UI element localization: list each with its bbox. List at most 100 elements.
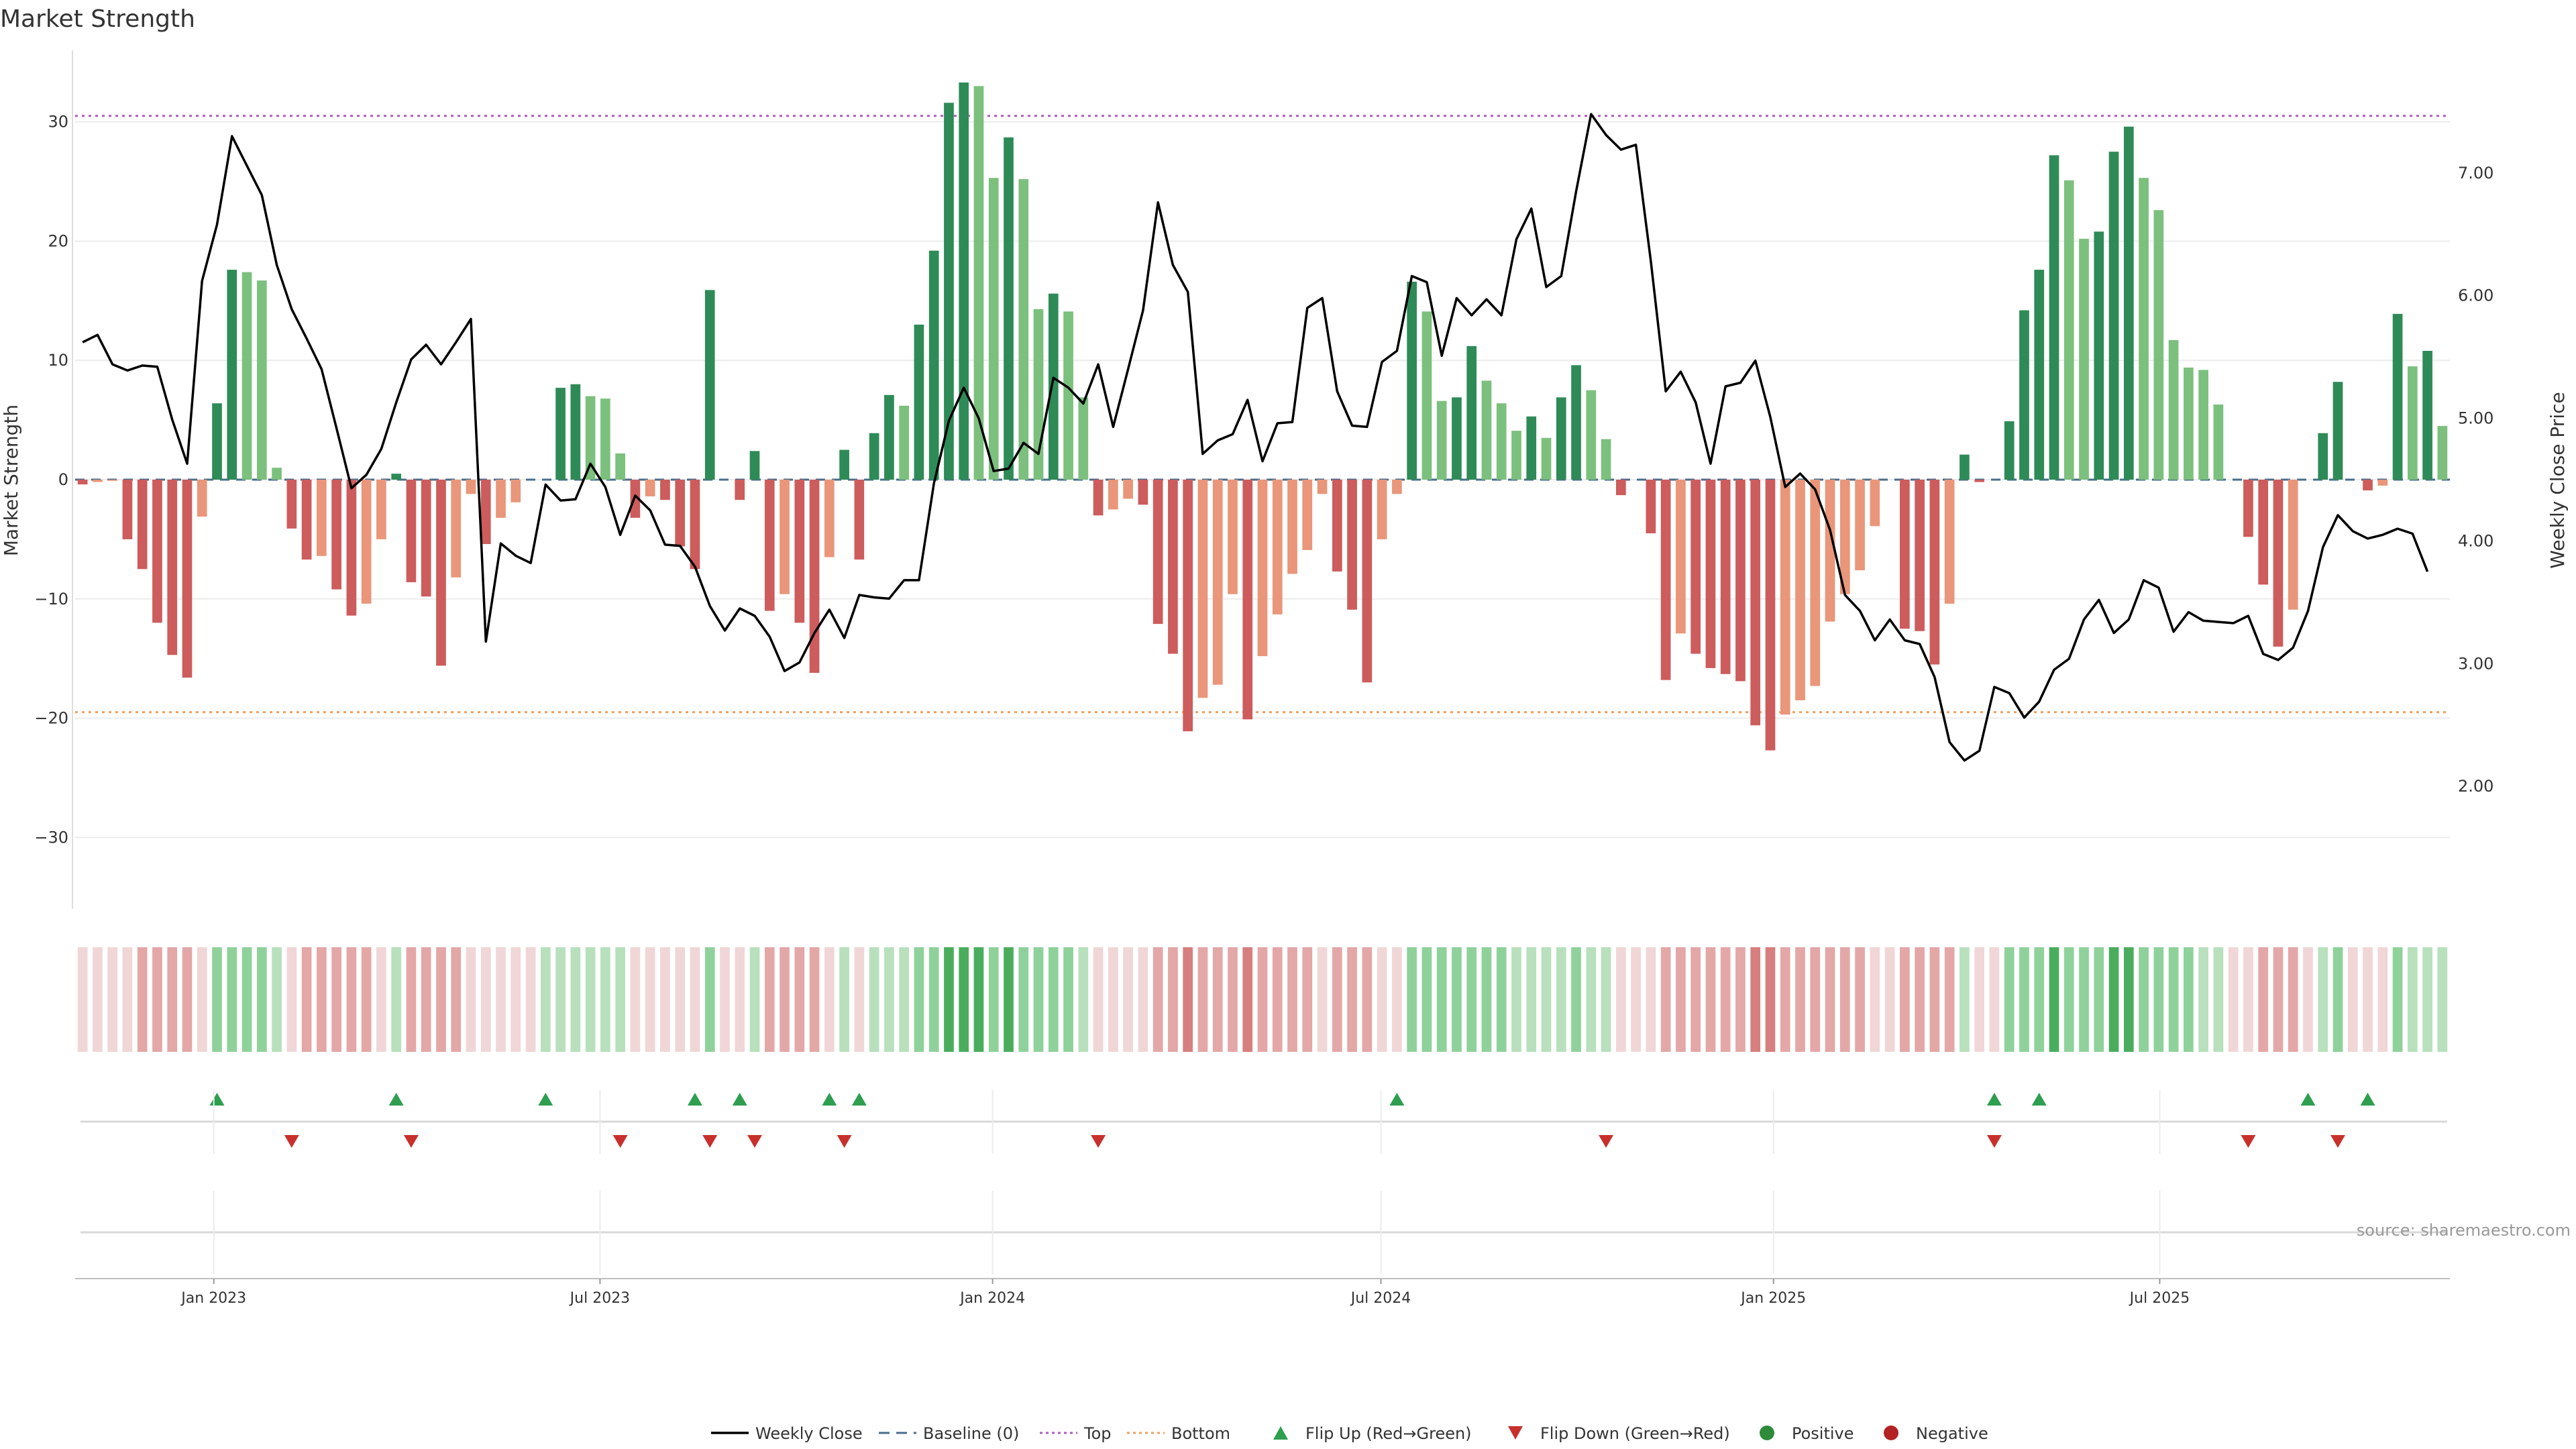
strength-bar xyxy=(421,480,431,597)
band-cell xyxy=(1347,947,1357,1052)
strength-bar xyxy=(1810,480,1821,686)
strength-bar xyxy=(1855,480,1865,571)
strength-bar xyxy=(1152,480,1163,625)
band-cell xyxy=(391,947,402,1052)
strength-bar xyxy=(2422,351,2432,480)
strength-bar xyxy=(1780,480,1790,715)
band-cell xyxy=(1735,947,1746,1052)
legend-label: Negative xyxy=(1916,1424,1988,1443)
strength-bar xyxy=(1242,480,1253,720)
band-cell xyxy=(301,947,312,1052)
legend-label: Top xyxy=(1083,1424,1112,1443)
band-cell xyxy=(2407,947,2418,1052)
strength-bar xyxy=(1660,480,1671,680)
band-cell xyxy=(1317,947,1328,1052)
strength-bar xyxy=(824,480,835,557)
flip-down-marker xyxy=(612,1135,628,1148)
band-cell xyxy=(1780,947,1790,1052)
strength-bar xyxy=(406,480,417,582)
band-cell xyxy=(675,947,686,1052)
band-cell xyxy=(212,947,222,1052)
band-cell xyxy=(2184,947,2194,1052)
strength-bar xyxy=(1347,480,1357,610)
band-cell xyxy=(600,947,610,1052)
band-cell xyxy=(1601,947,1611,1052)
weekly-close-path xyxy=(82,113,2429,762)
legend-item: Weekly Close xyxy=(711,1424,863,1443)
strength-bar xyxy=(511,480,521,502)
strength-bar xyxy=(2168,340,2179,480)
strength-bar xyxy=(973,86,984,480)
band-cell xyxy=(914,947,924,1052)
band-cell xyxy=(1018,947,1029,1052)
y2-axis-label: Weekly Close Price xyxy=(2546,392,2569,568)
lower-panels xyxy=(75,1090,2450,1279)
band-cell xyxy=(451,947,462,1052)
band-cell xyxy=(645,947,655,1052)
band-cell xyxy=(854,947,865,1052)
strength-bar xyxy=(466,480,476,494)
band-cell xyxy=(570,947,581,1052)
band-cell xyxy=(1302,947,1313,1052)
band-cell xyxy=(1048,947,1059,1052)
strength-bar xyxy=(77,480,88,485)
strength-bar xyxy=(555,388,566,480)
band-cell xyxy=(1915,947,1925,1052)
band-cell xyxy=(928,947,939,1052)
strength-bar xyxy=(1197,480,1208,698)
band-cell xyxy=(1093,947,1104,1052)
strength-bar xyxy=(1690,480,1701,654)
strength-bar xyxy=(2004,421,2015,480)
band-cell xyxy=(1212,947,1223,1052)
strength-bar xyxy=(1377,480,1387,539)
band-cell xyxy=(764,947,775,1052)
strength-bar xyxy=(1362,480,1373,683)
y-tick-label: 30 xyxy=(48,113,68,131)
strength-bar xyxy=(1929,480,1940,665)
band-cell xyxy=(1108,947,1118,1052)
strength-bar xyxy=(2243,480,2253,537)
band-cell xyxy=(376,947,386,1052)
legend-label: Flip Down (Green→Red) xyxy=(1540,1424,1730,1443)
band-cell xyxy=(899,947,910,1052)
band-cell xyxy=(973,947,984,1052)
band-cell xyxy=(317,947,327,1052)
strength-bar xyxy=(1063,311,1073,480)
band-cell xyxy=(1765,947,1776,1052)
band-cell xyxy=(1257,947,1268,1052)
strength-bar xyxy=(1123,480,1133,499)
strength-bar xyxy=(794,480,805,623)
y-tick-label: 20 xyxy=(48,231,68,250)
strength-bar xyxy=(1571,365,1581,480)
legend: Weekly Close Baseline (0) Top Bottom Flip Up… xyxy=(711,1424,1988,1443)
band-cell xyxy=(630,947,641,1052)
strength-bar xyxy=(585,396,596,480)
strength-bar xyxy=(2318,433,2328,480)
band-cell xyxy=(1392,947,1402,1052)
band-cell xyxy=(331,947,341,1052)
strength-bar xyxy=(1018,179,1029,480)
strength-bar xyxy=(1228,480,1238,594)
strength-bar xyxy=(1586,390,1597,480)
strength-bar xyxy=(2213,405,2224,480)
legend-item: Top xyxy=(1040,1424,1112,1443)
legend-down-icon xyxy=(1508,1426,1523,1440)
band-cell xyxy=(2258,947,2269,1052)
chart-title: Market Strength xyxy=(0,5,195,33)
band-cell xyxy=(690,947,700,1052)
band-cell xyxy=(1870,947,1880,1052)
strength-bar xyxy=(1526,416,1537,480)
strength-bar xyxy=(1541,437,1552,480)
strength-bar xyxy=(749,451,760,480)
date-tick-label: Jul 2024 xyxy=(1350,1290,1411,1307)
strength-bar xyxy=(241,272,252,480)
flip-up-marker xyxy=(822,1093,837,1106)
band-cell xyxy=(869,947,879,1052)
flip-up-marker xyxy=(2360,1093,2375,1106)
strength-bar xyxy=(1795,480,1805,700)
strength-bar xyxy=(2273,480,2284,647)
band-cell xyxy=(1063,947,1073,1052)
band-cell xyxy=(480,947,491,1052)
band-cell xyxy=(1152,947,1163,1052)
legend-label: Weekly Close xyxy=(755,1424,863,1443)
